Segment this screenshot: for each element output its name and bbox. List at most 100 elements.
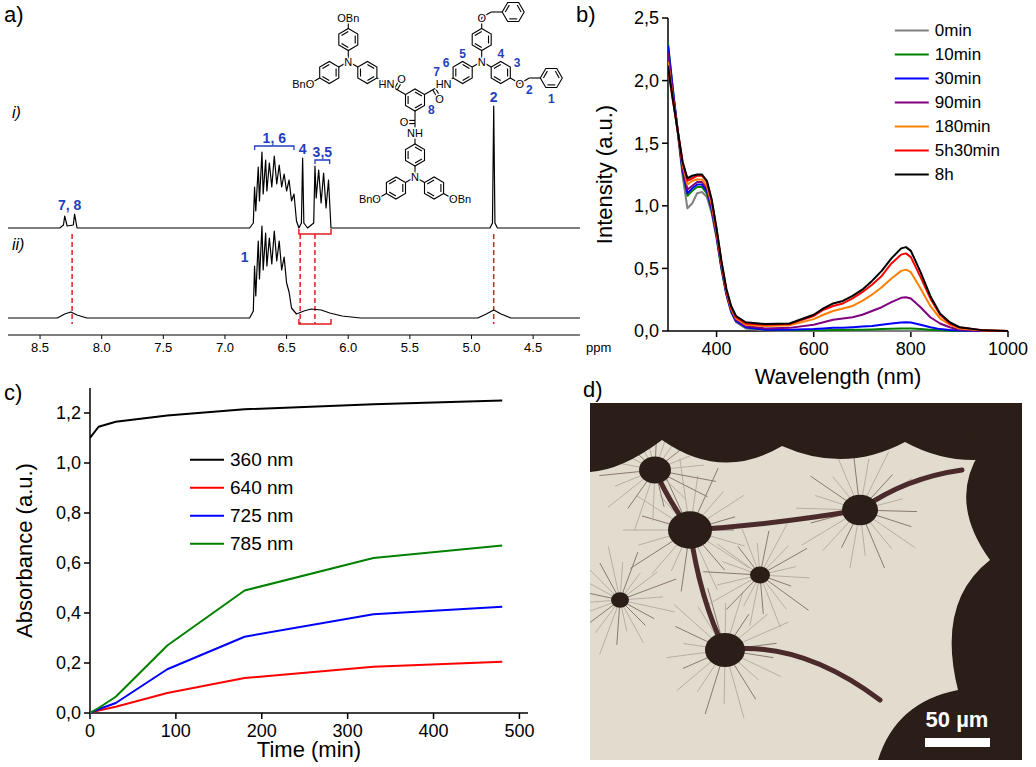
x-tick-label: 7.0 [216, 340, 234, 355]
peak-label: 7, 8 [58, 197, 82, 213]
x-axis [8, 335, 580, 336]
legend-label: 640 nm [230, 477, 293, 498]
bond [342, 44, 349, 48]
legend: 360 nm640 nm725 nm785 nm [190, 449, 293, 554]
x-tick [175, 713, 177, 719]
x-tick-label: 4.5 [524, 340, 542, 355]
bracket [299, 229, 331, 234]
bond [322, 77, 329, 81]
y-axis-title: Intensity (a.u.) [592, 105, 617, 244]
bond [494, 77, 501, 81]
peak-label: 2 [490, 89, 498, 105]
scale-bar-label: 50 µm [926, 707, 989, 732]
peak-label: 1 [241, 249, 249, 265]
bond [415, 92, 422, 96]
y-tick-label: 0,0 [56, 703, 81, 723]
crystal-needle [620, 579, 676, 600]
bond [475, 44, 482, 48]
plot-lines [90, 401, 502, 714]
x-tick [224, 335, 225, 339]
series-line [668, 43, 1008, 331]
legend-swatch [190, 543, 224, 545]
y-tick [84, 712, 90, 714]
panel-2: c)01002003004005000,00,20,40,60,81,01,2T… [4, 380, 534, 762]
legend-swatch [895, 173, 929, 175]
ring [320, 62, 339, 84]
x-tick [519, 713, 521, 719]
x-tick-label: 1000 [988, 339, 1028, 359]
x-axis [90, 712, 528, 714]
x-tick [471, 335, 472, 339]
ring [339, 29, 358, 51]
position-number: 6 [443, 56, 450, 70]
aggregate [611, 592, 629, 607]
bond [517, 5, 521, 12]
atom-label: O [477, 12, 486, 24]
series-line [668, 62, 1008, 331]
bond [529, 77, 540, 78]
y-tick-label: 1,0 [56, 453, 81, 473]
panel-letter: a) [4, 2, 24, 27]
series-line [668, 56, 1008, 331]
y-tick-label: 0,4 [56, 603, 81, 623]
legend-label: 10min [935, 45, 981, 64]
x-tick-label: 8.5 [31, 340, 49, 355]
peak-bracket [255, 146, 294, 150]
micrograph [590, 403, 1022, 760]
peak-label: 3,5 [313, 144, 333, 160]
y-tick-label: 0,2 [56, 653, 81, 673]
position-number: 8 [428, 103, 435, 117]
legend-swatch [895, 149, 929, 151]
atom-label: BnO [359, 193, 381, 205]
scale-bar [925, 738, 990, 747]
atom-label: N [478, 56, 486, 68]
x-tick-label: 0 [85, 721, 95, 741]
structure: OHNNOBnBnOOHNNOOONHNBnOOBn12345678 [292, 3, 562, 206]
position-number: 2 [526, 83, 533, 97]
spectrum-group [8, 106, 580, 228]
y-tick [662, 142, 668, 144]
y-tick [662, 205, 668, 207]
position-number: 3 [514, 56, 521, 70]
legend: 0min10min30min90min180min5h30min8h [895, 21, 1000, 184]
ring [453, 62, 472, 84]
x-tick [533, 335, 534, 339]
x-tick [163, 335, 164, 339]
legend-label: 0min [935, 21, 972, 40]
y-tick-label: 1,2 [56, 403, 81, 423]
peak-label: 4 [299, 141, 307, 157]
y-tick [662, 80, 668, 82]
bond [427, 192, 434, 196]
x-axis-title: ppm [586, 340, 611, 355]
bond [463, 77, 470, 81]
bond [427, 180, 434, 184]
x-tick-label: 600 [799, 339, 829, 359]
y-tick [662, 268, 668, 270]
x-tick [409, 335, 410, 339]
x-tick [286, 335, 287, 339]
figure: a)8.58.07.57.06.56.05.55.04.5ppmi)7, 81,… [0, 0, 1036, 767]
bond [408, 96, 409, 104]
x-tick-label: 400 [419, 721, 449, 741]
legend-swatch [895, 125, 929, 127]
bond [355, 36, 356, 44]
x-axis-title: Time (min) [257, 737, 361, 762]
bond [389, 192, 396, 196]
legend-label: 5h30min [935, 141, 1000, 160]
legend-swatch [895, 29, 929, 31]
panel-letter: c) [4, 380, 22, 405]
bond [543, 71, 547, 78]
y-tick-label: 2,5 [634, 8, 659, 28]
bond [336, 69, 337, 77]
atom-label: HN [378, 78, 394, 90]
ring [406, 89, 425, 111]
guide-line [299, 234, 301, 324]
atom-label: OBn [449, 193, 471, 205]
y-tick-label: 1,0 [634, 196, 659, 216]
bond [415, 147, 422, 151]
x-tick [261, 713, 263, 719]
legend-swatch [895, 77, 929, 79]
legend-label: 725 nm [230, 505, 293, 526]
ring [472, 29, 491, 51]
series-line [668, 66, 1008, 331]
